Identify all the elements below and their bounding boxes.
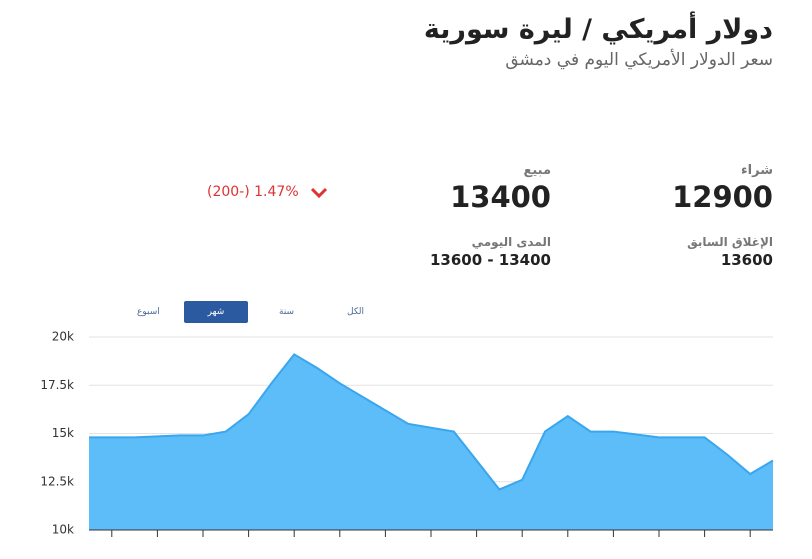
daily-range: 13600 - 13400 [429, 251, 551, 269]
buy-value: 12900 [672, 180, 773, 214]
y-tick-label: 20k [52, 330, 74, 344]
title: دولار أمريكي / ليرة سورية [423, 14, 773, 45]
tab[interactable]: الكل [347, 307, 365, 317]
sell-label: مبيع [523, 163, 551, 178]
previous-close: 13600 [720, 251, 773, 269]
tab[interactable]: اسبوع [137, 307, 160, 317]
area-line [89, 353, 774, 491]
change: (200-) 1.47% [207, 184, 299, 200]
y-tick-label: 15k [52, 426, 74, 440]
tab[interactable]: سنة [279, 307, 295, 317]
subtitle: سعر الدولار الأمريكي اليوم في دمشق [505, 50, 773, 70]
tab-active[interactable]: شهر [184, 301, 248, 323]
sell-value: 13400 [450, 180, 551, 214]
down-chevron [310, 187, 328, 199]
y-tick-label: 17.5k [40, 378, 74, 392]
daily-range-label: المدى اليومي [471, 235, 551, 249]
buy-label: شراء [741, 163, 773, 178]
area [89, 354, 773, 530]
chart: 10k 12.5k 15k 17.5k 20k [40, 330, 774, 537]
y-tick-label: 12.5k [40, 474, 74, 488]
y-tick-label: 10k [52, 523, 74, 537]
previous-close-label: الإغلاق السابق [687, 235, 773, 249]
